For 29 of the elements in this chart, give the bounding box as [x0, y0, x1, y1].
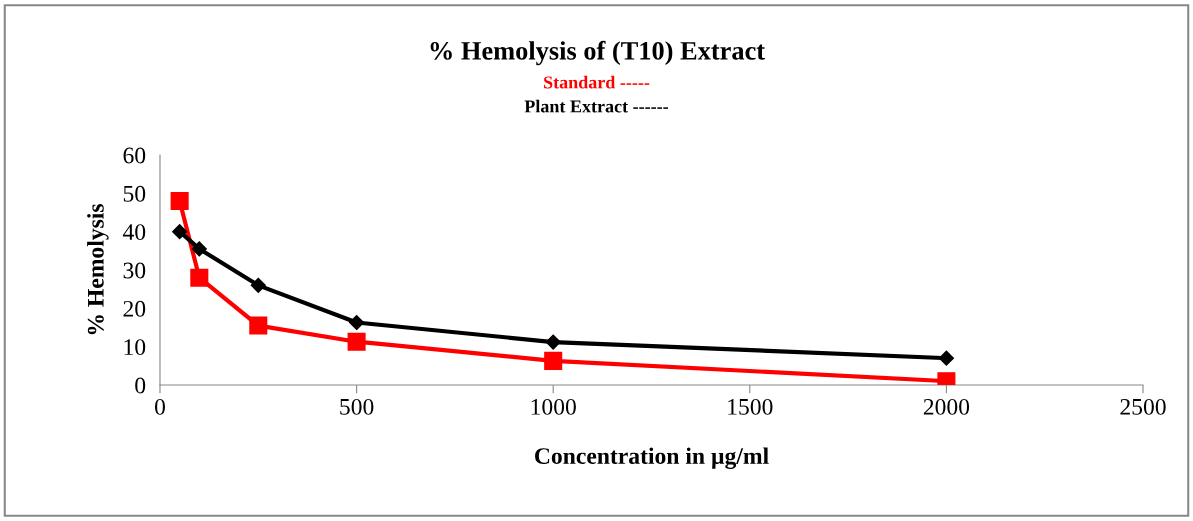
point — [249, 316, 268, 335]
point — [170, 191, 189, 211]
point — [190, 268, 209, 287]
point — [938, 350, 954, 366]
x-tick-label: 500 — [340, 398, 374, 415]
y-tick-label: 40 — [122, 224, 146, 241]
text: Plant Extract ------ — [524, 99, 669, 113]
point — [544, 351, 563, 370]
y-tick-label: 30 — [123, 262, 146, 279]
point — [347, 332, 366, 351]
chart-title: % Hemolysis of (T10) Extract — [430, 40, 765, 66]
y-tick-label: 50 — [123, 185, 146, 202]
x-tick-label: 2500 — [1120, 398, 1166, 415]
point — [349, 314, 365, 331]
point — [250, 277, 266, 293]
text: Standard ----- — [544, 75, 650, 89]
y-tick-label: 60 — [123, 147, 146, 164]
x-tick-label: 0 — [155, 398, 165, 415]
x-tick-label: 1000 — [531, 398, 576, 415]
y-tick-label: 0 — [135, 377, 146, 394]
y-tick-label: 10 — [124, 339, 146, 356]
y-tick-label: 20 — [123, 300, 146, 317]
x-axis-title: Concentration in µg/ml — [535, 447, 769, 469]
point — [545, 334, 561, 350]
y-axis-title: % Hemolysis — [87, 204, 109, 335]
x-tick-label: 1500 — [728, 398, 773, 415]
point — [191, 241, 207, 257]
x-tick-label: 2000 — [923, 398, 970, 415]
point — [172, 224, 188, 240]
